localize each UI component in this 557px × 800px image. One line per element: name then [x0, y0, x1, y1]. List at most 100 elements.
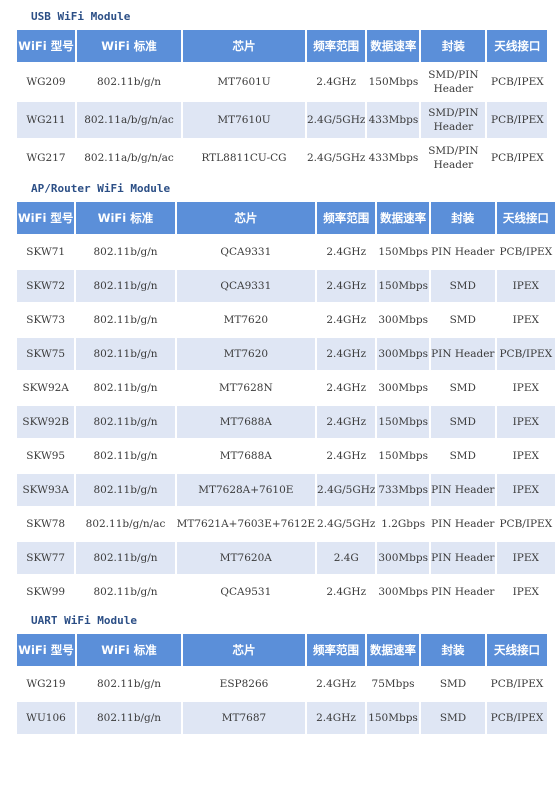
- cell-chip: MT7688A: [176, 440, 316, 472]
- cell-standard: 802.11b/g/n: [76, 236, 175, 268]
- cell-package: PIN Header: [430, 508, 495, 540]
- cell-model: SKW93A: [17, 474, 75, 506]
- cell-model: SKW92B: [17, 406, 75, 438]
- cell-antenna: IPEX: [496, 270, 555, 302]
- cell-frequency: 2.4GHz: [307, 668, 365, 700]
- cell-package: SMD: [430, 372, 495, 404]
- cell-standard: 802.11b/g/n: [76, 406, 175, 438]
- cell-package: PIN Header: [430, 236, 495, 268]
- header-model: WiFi 型号: [17, 30, 75, 62]
- section-title-uart: UART WiFi Module: [31, 614, 137, 627]
- cell-frequency: 2.4GHz: [317, 576, 376, 608]
- cell-model: WG211: [17, 102, 75, 138]
- cell-standard: 802.11b/g/n: [76, 372, 175, 404]
- table-row: SKW72 802.11b/g/n QCA9331 2.4GHz 150Mbps SMD I…: [17, 270, 555, 302]
- header-antenna: 天线接口: [496, 202, 555, 234]
- cell-standard: 802.11b/g/n: [76, 304, 175, 336]
- cell-package: SMD: [430, 270, 495, 302]
- header-data-rate: 数据速率: [377, 202, 429, 234]
- cell-antenna: PCB/IPEX: [496, 236, 555, 268]
- cell-antenna: IPEX: [496, 372, 555, 404]
- cell-model: SKW99: [17, 576, 75, 608]
- cell-data-rate: 150Mbps: [377, 236, 429, 268]
- table-row: SKW93A 802.11b/g/n MT7628A+7610E 2.4G/5GHz 7…: [17, 474, 555, 506]
- table-row: WU106 802.11b/g/n MT7687 2.4GHz 150Mbps SMD PC…: [17, 702, 547, 734]
- ap-router-wifi-table: WiFi 型号 WiFi 标准 芯片 频率范围 数据速率 封装 天线接口 SKW71 802.1…: [15, 200, 557, 610]
- cell-standard: 802.11b/g/n: [76, 542, 175, 574]
- cell-antenna: PCB/IPEX: [487, 140, 548, 176]
- cell-model: SKW73: [17, 304, 75, 336]
- section-title-ap-router: AP/Router WiFi Module: [31, 182, 171, 195]
- cell-model: SKW78: [17, 508, 75, 540]
- cell-data-rate: 300Mbps: [377, 372, 429, 404]
- cell-frequency: 2.4G/5GHz: [317, 508, 376, 540]
- cell-model: WG217: [17, 140, 75, 176]
- cell-frequency: 2.4G/5GHz: [317, 474, 376, 506]
- cell-frequency: 2.4GHz: [307, 64, 366, 100]
- header-chip: 芯片: [183, 30, 305, 62]
- cell-data-rate: 300Mbps: [377, 576, 429, 608]
- table-row: WG211 802.11a/b/g/n/ac MT7610U 2.4G/5GHz 433…: [17, 102, 548, 138]
- header-standard: WiFi 标准: [77, 30, 181, 62]
- cell-antenna: IPEX: [496, 440, 555, 472]
- header-frequency: 频率范围: [307, 30, 366, 62]
- cell-package: SMD/PIN Header: [421, 64, 486, 100]
- cell-frequency: 2.4GHz: [317, 338, 376, 370]
- cell-chip: MT7620: [176, 304, 316, 336]
- cell-data-rate: 300Mbps: [377, 338, 429, 370]
- header-frequency: 频率范围: [307, 634, 365, 666]
- table-row: SKW78 802.11b/g/n/ac MT7621A+7603E+7612E 2.…: [17, 508, 555, 540]
- cell-data-rate: 150Mbps: [377, 440, 429, 472]
- table-row: SKW75 802.11b/g/n MT7620 2.4GHz 300Mbps PIN H…: [17, 338, 555, 370]
- cell-antenna: IPEX: [496, 304, 555, 336]
- cell-antenna: IPEX: [496, 474, 555, 506]
- header-chip: 芯片: [183, 634, 305, 666]
- cell-standard: 802.11a/b/g/n/ac: [77, 102, 181, 138]
- table-row: SKW71 802.11b/g/n QCA9331 2.4GHz 150Mbps PIN …: [17, 236, 555, 268]
- cell-chip: MT7620A: [176, 542, 316, 574]
- cell-chip: MT7688A: [176, 406, 316, 438]
- cell-standard: 802.11b/g/n: [77, 64, 181, 100]
- cell-model: SKW95: [17, 440, 75, 472]
- cell-package: PIN Header: [430, 576, 495, 608]
- cell-chip: MT7687: [183, 702, 305, 734]
- cell-standard: 802.11b/g/n: [77, 668, 181, 700]
- cell-package: SMD/PIN Header: [421, 102, 486, 138]
- cell-package: SMD: [430, 304, 495, 336]
- header-chip: 芯片: [176, 202, 316, 234]
- table-row: WG219 802.11b/g/n ESP8266 2.4GHz 75Mbps SMD PC…: [17, 668, 547, 700]
- cell-data-rate: 150Mbps: [377, 270, 429, 302]
- cell-chip: QCA9331: [176, 270, 316, 302]
- cell-model: SKW92A: [17, 372, 75, 404]
- table-row: SKW77 802.11b/g/n MT7620A 2.4G 300Mbps PIN He…: [17, 542, 555, 574]
- cell-frequency: 2.4GHz: [317, 372, 376, 404]
- header-package: 封装: [421, 30, 486, 62]
- header-standard: WiFi 标准: [77, 634, 181, 666]
- cell-chip: RTL8811CU-CG: [183, 140, 305, 176]
- header-standard: WiFi 标准: [76, 202, 175, 234]
- cell-antenna: PCB/IPEX: [487, 64, 548, 100]
- cell-chip: ESP8266: [183, 668, 305, 700]
- cell-chip: MT7621A+7603E+7612E: [176, 508, 316, 540]
- cell-chip: QCA9331: [176, 236, 316, 268]
- cell-model: SKW72: [17, 270, 75, 302]
- cell-model: WG219: [17, 668, 75, 700]
- usb-wifi-table: WiFi 型号 WiFi 标准 芯片 频率范围 数据速率 封装 天线接口 WG209 802.1…: [15, 28, 549, 178]
- cell-antenna: IPEX: [496, 406, 555, 438]
- cell-package: SMD: [421, 702, 485, 734]
- cell-package: PIN Header: [430, 474, 495, 506]
- header-package: 封装: [421, 634, 485, 666]
- cell-antenna: PCB/IPEX: [487, 668, 547, 700]
- cell-frequency: 2.4GHz: [307, 702, 365, 734]
- cell-standard: 802.11b/g/n: [76, 576, 175, 608]
- table-row: SKW73 802.11b/g/n MT7620 2.4GHz 300Mbps SMD IP…: [17, 304, 555, 336]
- cell-chip: MT7628N: [176, 372, 316, 404]
- cell-package: PIN Header: [430, 338, 495, 370]
- table-header-row: WiFi 型号 WiFi 标准 芯片 频率范围 数据速率 封装 天线接口: [17, 202, 555, 234]
- cell-frequency: 2.4GHz: [317, 304, 376, 336]
- header-data-rate: 数据速率: [367, 634, 419, 666]
- cell-data-rate: 150Mbps: [367, 64, 420, 100]
- cell-chip: MT7610U: [183, 102, 305, 138]
- cell-model: WU106: [17, 702, 75, 734]
